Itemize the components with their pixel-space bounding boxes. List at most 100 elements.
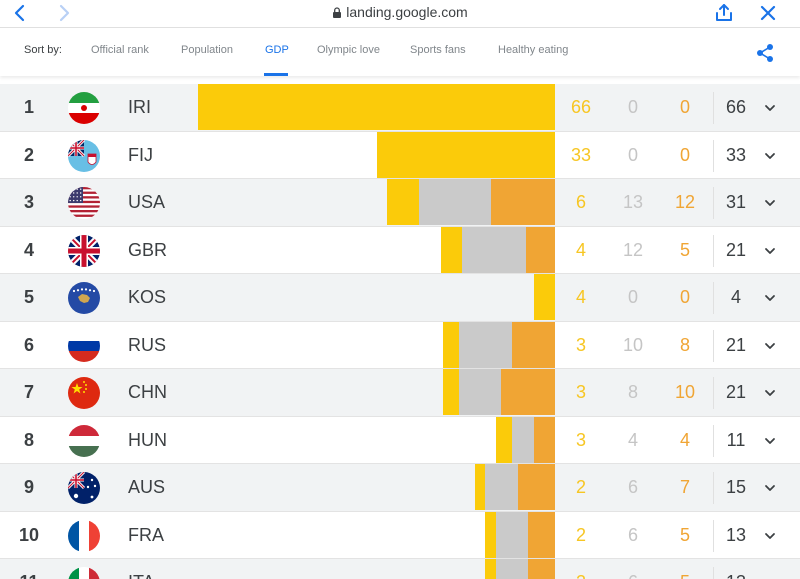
gold-bar bbox=[387, 179, 420, 225]
sort-by-label: Sort by: bbox=[24, 44, 62, 56]
table-row[interactable]: 5 KOS 4 0 0 4 bbox=[0, 274, 800, 322]
gold-bar bbox=[442, 369, 459, 415]
close-icon[interactable] bbox=[756, 2, 780, 24]
bronze-count: 10 bbox=[674, 382, 696, 402]
gold-count: 2 bbox=[561, 572, 601, 579]
divider bbox=[713, 329, 714, 362]
chevron-down-icon[interactable] bbox=[762, 338, 778, 354]
bronze-count: 5 bbox=[679, 239, 690, 260]
rank-number: 4 bbox=[23, 239, 34, 260]
silver-bar bbox=[458, 321, 513, 368]
rank-number: 10 bbox=[18, 524, 40, 545]
share-upload-icon[interactable] bbox=[712, 2, 736, 24]
chevron-down-icon[interactable] bbox=[762, 528, 778, 544]
forward-arrow-icon[interactable] bbox=[52, 2, 76, 24]
total-count: 33 bbox=[725, 144, 747, 165]
bronze-bar bbox=[517, 464, 555, 510]
tab-gdp[interactable]: GDP bbox=[265, 44, 289, 56]
gold-count: 3 bbox=[575, 334, 586, 355]
bronze-bar bbox=[528, 511, 555, 558]
table-row[interactable]: 6 RUS 3 10 8 21 bbox=[0, 321, 800, 369]
gold-bar bbox=[198, 84, 555, 130]
bronze-count: 0 bbox=[679, 287, 690, 307]
chevron-down-icon[interactable] bbox=[762, 575, 778, 579]
gold-bar bbox=[440, 226, 463, 273]
usa-flag-icon bbox=[68, 187, 100, 219]
silver-count: 6 bbox=[613, 572, 653, 579]
gold-count: 3 bbox=[575, 429, 586, 450]
bronze-count: 0 bbox=[679, 97, 690, 117]
silver-bar bbox=[496, 511, 529, 558]
country-code: KOS bbox=[128, 287, 167, 307]
gold-bar bbox=[533, 274, 555, 320]
table-row[interactable]: 3 USA 6 13 12 31 bbox=[0, 179, 800, 227]
bronze-count: 12 bbox=[674, 192, 696, 212]
france-flag-icon bbox=[68, 519, 100, 552]
row-divider bbox=[0, 510, 800, 512]
chevron-down-icon[interactable] bbox=[762, 195, 778, 211]
divider bbox=[713, 424, 714, 457]
table-row[interactable]: 1 IRI 66 0 0 66 bbox=[0, 84, 800, 132]
gold-count: 2 bbox=[575, 524, 586, 545]
country-code: GBR bbox=[128, 239, 168, 260]
total-count: 13 bbox=[725, 524, 747, 545]
table-row[interactable]: 4 GBR 4 12 5 21 bbox=[0, 226, 800, 274]
silver-bar bbox=[512, 416, 534, 463]
russia-flag-icon bbox=[68, 329, 100, 362]
total-count: 21 bbox=[725, 382, 747, 402]
tab-olympic-love[interactable]: Olympic love bbox=[317, 44, 380, 56]
rank-number: 7 bbox=[23, 382, 34, 402]
tab-official-rank[interactable]: Official rank bbox=[91, 44, 149, 56]
silver-count: 0 bbox=[627, 287, 638, 307]
silver-count: 0 bbox=[627, 97, 638, 117]
silver-count: 0 bbox=[627, 144, 638, 165]
chevron-down-icon[interactable] bbox=[762, 243, 778, 259]
table-row[interactable]: 10 FRA 2 6 5 13 bbox=[0, 511, 800, 559]
gold-count: 4 bbox=[575, 287, 586, 307]
chevron-down-icon[interactable] bbox=[762, 290, 778, 306]
browser-toolbar: landing.google.com bbox=[0, 0, 800, 28]
bronze-count: 8 bbox=[679, 334, 690, 355]
silver-count: 10 bbox=[622, 334, 644, 355]
tab-population[interactable]: Population bbox=[181, 44, 233, 56]
bronze-count: 5 bbox=[665, 572, 705, 579]
table-row[interactable]: 9 AUS 2 6 7 15 bbox=[0, 464, 800, 512]
hungary-flag-icon bbox=[68, 424, 100, 457]
divider bbox=[713, 234, 714, 267]
rank-number: 2 bbox=[23, 144, 34, 165]
bronze-count: 5 bbox=[679, 524, 690, 545]
rank-number: 11 bbox=[0, 572, 58, 579]
table-row[interactable]: 11 ITA 2 6 5 13 bbox=[0, 559, 800, 579]
back-arrow-icon[interactable] bbox=[8, 2, 32, 24]
table-row[interactable]: 8 HUN 3 4 4 11 bbox=[0, 416, 800, 464]
tab-healthy-eating[interactable]: Healthy eating bbox=[498, 44, 569, 56]
gold-bar bbox=[485, 511, 497, 558]
total-count: 13 bbox=[716, 572, 756, 579]
country-code: ITA bbox=[128, 572, 155, 579]
table-row[interactable]: 7 CHN 3 8 10 21 bbox=[0, 369, 800, 417]
chevron-down-icon[interactable] bbox=[762, 433, 778, 449]
chevron-down-icon[interactable] bbox=[762, 480, 778, 496]
url-bar[interactable]: landing.google.com bbox=[0, 4, 800, 20]
gold-count: 66 bbox=[570, 97, 592, 117]
gold-bar bbox=[376, 131, 555, 178]
chevron-down-icon[interactable] bbox=[762, 385, 778, 401]
silver-count: 6 bbox=[627, 477, 638, 497]
row-divider bbox=[0, 463, 800, 464]
tab-sports-fans[interactable]: Sports fans bbox=[410, 44, 466, 56]
gold-count: 6 bbox=[575, 192, 586, 212]
rank-number: 1 bbox=[23, 97, 34, 117]
share-icon[interactable] bbox=[754, 42, 776, 64]
chevron-down-icon[interactable] bbox=[762, 100, 778, 116]
total-count: 66 bbox=[725, 97, 747, 117]
italy-flag-icon bbox=[68, 567, 100, 579]
rank-number: 6 bbox=[23, 334, 34, 355]
silver-count: 6 bbox=[627, 524, 638, 545]
gold-count: 4 bbox=[575, 239, 586, 260]
gold-bar bbox=[496, 416, 513, 463]
divider bbox=[713, 92, 714, 124]
chevron-down-icon[interactable] bbox=[762, 148, 778, 164]
country-code: AUS bbox=[128, 477, 166, 497]
row-divider bbox=[0, 558, 800, 559]
table-row[interactable]: 2 FIJ 33 0 0 33 bbox=[0, 131, 800, 179]
